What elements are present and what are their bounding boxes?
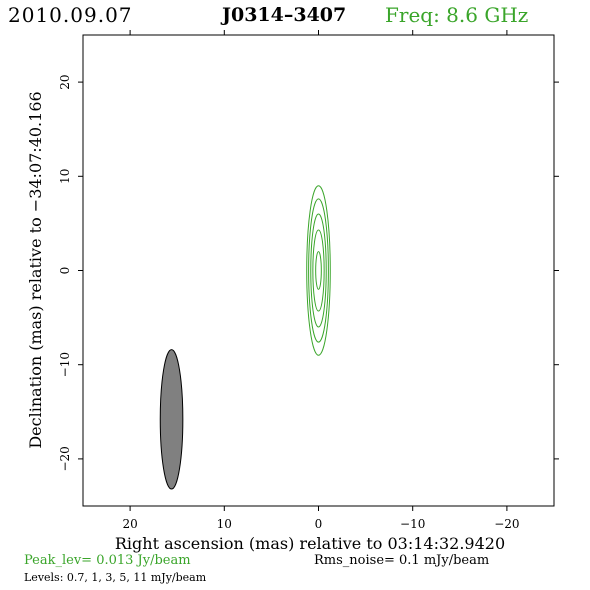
y-tick-label: −10 — [58, 352, 72, 377]
source-name: J0314–3407 — [222, 4, 347, 26]
x-tick-label: 10 — [217, 517, 232, 531]
contour-level-0-7 — [306, 185, 331, 356]
x-tick-label: 20 — [122, 517, 137, 531]
peak-level: Peak_lev= 0.013 Jy/beam — [24, 553, 191, 568]
y-tick-label: −20 — [58, 446, 72, 471]
beam-ellipse — [159, 349, 184, 490]
x-tick-label: −20 — [494, 517, 519, 531]
rms-noise: Rms_noise= 0.1 mJy/beam — [314, 553, 490, 568]
contour-level-11 — [315, 251, 322, 290]
x-tick-label: −10 — [400, 517, 425, 531]
contour-level-5 — [312, 229, 325, 312]
x-axis-label: Right ascension (mas) relative to 03:14:… — [115, 534, 505, 553]
contour-level-3 — [310, 213, 327, 328]
plot-frame — [82, 34, 555, 507]
frequency-label: Freq: 8.6 GHz — [385, 3, 529, 27]
observation-date: 2010.09.07 — [8, 3, 133, 27]
y-tick-label: 10 — [58, 169, 72, 184]
y-tick-label: 20 — [58, 74, 72, 89]
y-axis-label: Declination (mas) relative to −34:07:40.… — [26, 91, 45, 448]
y-tick-label: 0 — [58, 267, 72, 275]
contour-level-1 — [308, 198, 329, 343]
x-tick-label: 0 — [315, 517, 323, 531]
contour-levels: Levels: 0.7, 1, 3, 5, 11 mJy/beam — [24, 571, 207, 584]
